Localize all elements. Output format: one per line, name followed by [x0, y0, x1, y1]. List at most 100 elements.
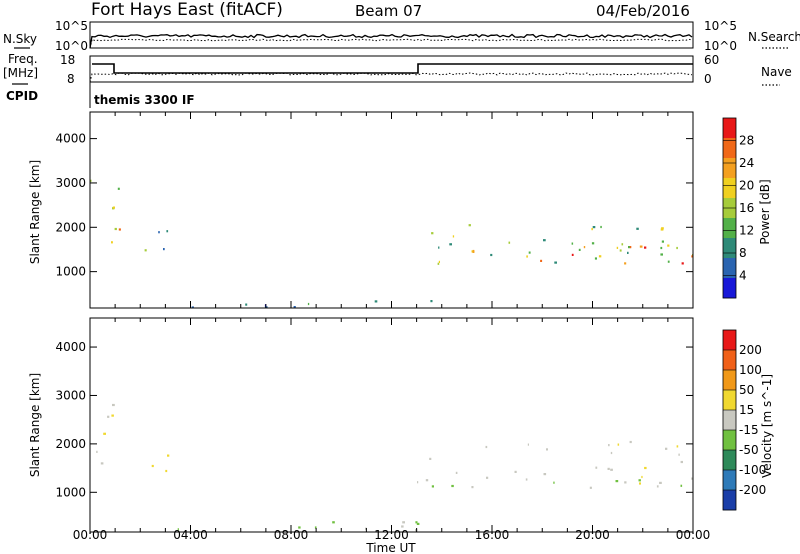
velocity-echo-cell	[680, 460, 683, 464]
power-echo-cell	[163, 248, 165, 251]
power-echo-cell	[90, 179, 92, 182]
velocity-ylabel: Slant Range [km]	[28, 373, 42, 477]
velocity-echo-cell	[617, 443, 620, 446]
power-colorbar: 4 8 12 16 20 24 28	[722, 117, 754, 299]
velocity-echo-cell	[451, 484, 454, 488]
power-echo-cell	[158, 231, 160, 234]
velocity-echo-cell	[644, 466, 647, 470]
velocity-colorbar-tick: -200	[739, 483, 766, 497]
velocity-colorbar-tick: -50	[739, 443, 759, 457]
power-echo-cell	[591, 228, 593, 231]
freq-panel: Freq. [MHz] 18 8 60 0 Nave	[3, 52, 792, 86]
power-echo-cell	[117, 187, 120, 190]
velocity-colorbar-tick: 50	[739, 383, 754, 397]
power-echo-cell	[628, 246, 631, 249]
power-echo-cell	[627, 251, 629, 254]
power-echo-cell	[449, 243, 452, 246]
power-panel: 1000 2000 3000 4000 Slant Range [km] 4 8 12 16…	[28, 111, 772, 309]
velocity-colorbar-segment	[723, 350, 736, 371]
x-tick-label: 12:00	[374, 528, 409, 542]
power-colorbar-tick: 24	[739, 156, 754, 170]
power-echo-cell	[468, 224, 471, 227]
velocity-echo-cell	[680, 484, 683, 487]
velocity-colorbar: 200 100 50 15 -15 -50 -100 -200	[722, 329, 766, 511]
velocity-colorbar-segment	[723, 430, 736, 451]
velocity-colorbar-segment	[723, 490, 736, 511]
velocity-echo-cell	[298, 526, 301, 529]
velocity-echo-cell	[111, 414, 114, 417]
nave-tick-low: 0	[704, 72, 712, 86]
x-tick-label: 20:00	[575, 528, 610, 542]
velocity-echo-cell	[151, 464, 154, 468]
velocity-echo-cell	[429, 457, 432, 460]
velocity-echo-cell	[514, 470, 517, 473]
power-echo-cell	[114, 227, 117, 231]
power-echo-cell	[430, 300, 433, 303]
program-name: themis 3300 IF	[94, 93, 195, 107]
velocity-echo-cell	[471, 486, 474, 489]
velocity-echo-cell	[589, 486, 592, 489]
velocity-echo-cell	[314, 526, 317, 529]
power-echo-cell	[118, 228, 121, 231]
power-ytick-label: 2000	[55, 220, 86, 234]
velocity-echo-cell	[546, 448, 548, 451]
nave-tick-high: 60	[704, 53, 719, 67]
velocity-echo-cell	[595, 466, 598, 469]
velocity-echo-cell	[638, 479, 641, 482]
power-colorbar-segment	[723, 178, 736, 199]
velocity-colorbar-segment	[723, 330, 736, 351]
velocity-colorbar-tick: 15	[739, 403, 754, 417]
power-ytick-label: 1000	[55, 265, 86, 279]
power-ytick-label: 4000	[55, 132, 86, 146]
power-echo-cell	[112, 206, 115, 209]
velocity-echo-cell	[401, 525, 404, 528]
power-echo-cell	[592, 226, 596, 229]
power-echo-cell	[619, 249, 622, 252]
power-colorbar-segment	[723, 278, 736, 299]
power-colorbar-tick: 28	[739, 134, 754, 148]
power-echo-cell	[191, 306, 194, 308]
velocity-echo-cell	[96, 450, 98, 453]
velocity-colorbar-segment	[723, 410, 736, 431]
power-colorbar-segment	[723, 118, 736, 139]
date-title: 04/Feb/2016	[596, 2, 690, 20]
velocity-colorbar-segment	[723, 390, 736, 411]
velocity-colorbar-tick: -15	[739, 423, 759, 437]
velocity-echo-cell	[177, 528, 179, 531]
power-colorbar-label: Power [dB]	[758, 179, 772, 244]
freq-tick-high: 18	[60, 53, 75, 67]
velocity-echo-cell	[607, 467, 610, 470]
velocity-echo-cell	[167, 454, 170, 457]
power-echo-cell	[578, 248, 581, 251]
power-echo-cell	[438, 246, 440, 249]
velocity-echo-cell	[553, 481, 555, 484]
velocity-echo-cell	[112, 403, 115, 407]
velocity-echo-cell	[676, 445, 679, 448]
velocity-echo-cell	[165, 469, 168, 473]
x-tick-label: 04:00	[173, 528, 208, 542]
nave-label: Nave	[761, 65, 792, 79]
velocity-colorbar-tick: -100	[739, 463, 766, 477]
velocity-echo-cell	[659, 481, 662, 484]
power-echo-cell	[661, 240, 664, 243]
velocity-echo-cell	[103, 432, 106, 435]
velocity-colorbar-segment	[723, 450, 736, 471]
power-echo-cell	[660, 228, 664, 231]
power-echo-cell	[598, 255, 602, 258]
power-colorbar-tick: 8	[739, 246, 747, 260]
velocity-echo-cell	[425, 479, 429, 482]
power-echo-cell	[437, 262, 440, 265]
power-echo-cell	[616, 246, 619, 249]
velocity-colorbar-segment	[723, 370, 736, 391]
nsky-label: N.Sky	[3, 32, 37, 46]
velocity-echo-cell	[402, 521, 405, 524]
nsky-panel: 10^5 10^0 10^5 10^0 N.Sky N.Search	[3, 19, 800, 53]
velocity-echo-cell	[610, 451, 613, 455]
power-echo-cell	[660, 246, 663, 250]
power-echo-cell	[543, 239, 546, 242]
nave-line	[89, 72, 693, 83]
power-echo-cell	[111, 241, 113, 244]
power-colorbar-segment	[723, 218, 736, 239]
velocity-echo-cell	[527, 443, 529, 446]
power-echo-cell	[540, 259, 543, 262]
